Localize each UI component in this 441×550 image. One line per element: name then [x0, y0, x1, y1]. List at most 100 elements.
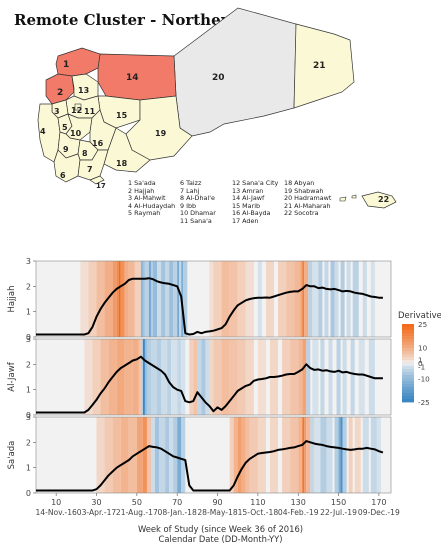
map-legend-col-4: 18 Abyan 19 Shabwah 20 Hadramawt 21 Al-M… [284, 179, 336, 226]
derivative-band [179, 261, 182, 337]
map-legend-item: 17 Aden [232, 216, 259, 225]
map-legend-item: 12 Sana'a City [232, 179, 279, 187]
derivative-band [286, 261, 295, 337]
map-legend-item: 1 Sa'ada [128, 179, 156, 187]
map-label-13: 13 [78, 86, 89, 95]
map-label-16: 16 [92, 139, 104, 148]
panel-saada: 0 1 2 3 Sa'ada [7, 413, 392, 498]
derivative-band [348, 417, 353, 493]
derivative-band [241, 417, 246, 493]
derivative-band [362, 417, 369, 493]
map-label-10: 10 [70, 129, 82, 138]
derivative-band [197, 339, 202, 415]
derivative-band [92, 339, 101, 415]
x-tick-label: 150 [331, 498, 346, 507]
x-axis-title: Week of Study (since Week 36 of 2016) [137, 524, 304, 534]
legend-swatch [402, 384, 414, 388]
panel-border [35, 338, 392, 416]
derivative-band [352, 261, 359, 337]
derivative-band [336, 339, 341, 415]
series-line [36, 440, 384, 492]
legend-swatch [402, 369, 414, 373]
map-label-6: 6 [60, 171, 66, 180]
map-legend-item: 6 Taizz [180, 179, 202, 187]
derivative-band [161, 261, 166, 337]
derivative-band [96, 417, 105, 493]
derivative-band [245, 339, 254, 415]
legend-swatch [402, 333, 414, 337]
y-tick-label: 0 [26, 333, 31, 342]
derivative-band [376, 417, 381, 493]
derivative-band [173, 417, 178, 493]
x-date-label: 08-Jan.-18 [158, 508, 198, 517]
map-legend-item: 7 Lahj [180, 186, 200, 195]
legend-swatch [402, 354, 414, 358]
map-legend-item: 19 Shabwah [284, 186, 324, 195]
derivative-band [171, 339, 178, 415]
legend-swatch [402, 357, 414, 361]
x-tick-label: 170 [371, 498, 386, 507]
map-legend-item: 16 Al-Bayda [232, 209, 271, 218]
derivative-band [370, 261, 375, 337]
derivative-band [298, 339, 303, 415]
map-legend-col-1: 1 Sa'ada 2 Hajjah 3 Al-Mahwit 4 Al-Huday… [128, 179, 180, 226]
derivative-band [150, 261, 153, 337]
x-tick-label: 10 [51, 498, 61, 507]
derivative-band [146, 417, 151, 493]
x-date-label: 15-Oct.-18 [238, 508, 279, 517]
derivative-band [340, 417, 343, 493]
x-tick-label: 50 [132, 498, 142, 507]
derivative-band [142, 417, 147, 493]
derivative-band [229, 261, 238, 337]
series-line [36, 355, 383, 414]
legend-tick-label: -1 [418, 363, 425, 372]
x-date-label: 22-Jul.-19 [320, 508, 357, 517]
region-7 [77, 149, 109, 181]
map-legend-item: 18 Abyan [284, 179, 315, 187]
derivative-band [209, 261, 214, 337]
legend-swatch [402, 360, 414, 364]
derivative-band [142, 261, 145, 337]
region-19 [125, 95, 193, 161]
derivative-band [96, 261, 105, 337]
map-legend-item: 14 Al-Jawf [232, 194, 265, 203]
map-legend-item: 21 Al-Maharah [284, 201, 331, 210]
map-label-4: 4 [40, 127, 46, 136]
derivative-band [249, 417, 258, 493]
x-date-label: 04-Feb.-19 [278, 508, 319, 517]
map-label-11: 11 [84, 107, 96, 116]
derivative-band [144, 339, 147, 415]
socotra-islet-2 [351, 194, 357, 199]
x-tick-label: 130 [291, 498, 306, 507]
derivative-band [116, 261, 119, 337]
legend-title: Derivative [398, 311, 441, 321]
derivative-band [84, 339, 93, 415]
derivative-band [290, 339, 299, 415]
derivative-band [257, 339, 266, 415]
derivative-band [128, 417, 137, 493]
derivative-band [112, 261, 117, 337]
y-tick-label: 0 [26, 411, 31, 420]
derivative-band [330, 261, 335, 337]
map-label-3: 3 [54, 107, 60, 116]
derivative-band [304, 261, 309, 337]
derivative-band [312, 261, 319, 337]
map-label-20: 20 [212, 73, 225, 83]
derivative-band [165, 417, 170, 493]
derivative-band [142, 339, 145, 415]
derivative-band [177, 417, 182, 493]
map-label-5: 5 [62, 123, 68, 132]
derivative-band [213, 339, 222, 415]
map-legend-item: 13 Amran [232, 186, 264, 195]
derivative-band [318, 261, 323, 337]
legend-tick-label: -25 [418, 398, 430, 407]
derivative-band [334, 417, 339, 493]
derivative-band [150, 417, 156, 493]
region-17 [89, 175, 105, 185]
derivative-band [294, 261, 301, 337]
derivative-band [140, 261, 143, 337]
map-legend-col-2: 6 Taizz 7 Lahj 8 Al-Dhal'e 9 Ibb 10 Dham… [180, 179, 232, 226]
panel-label: Hajjah [7, 286, 17, 313]
legend-swatch [402, 378, 414, 382]
derivative-band [324, 261, 329, 337]
